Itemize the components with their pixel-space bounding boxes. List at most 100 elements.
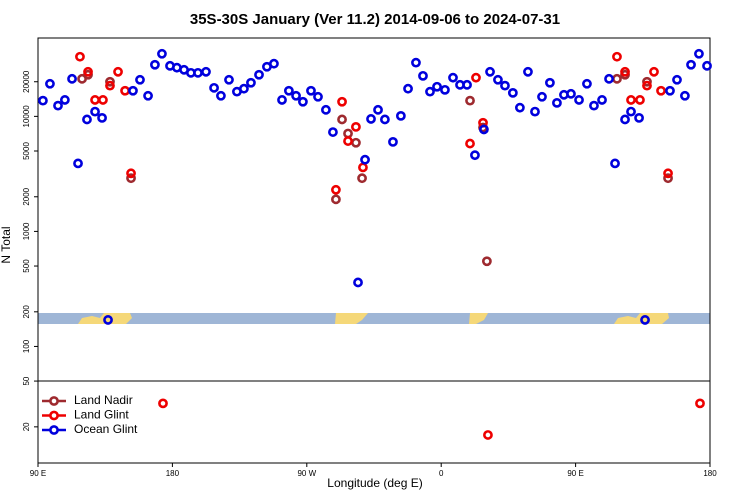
point: [337, 96, 347, 107]
point: [695, 398, 705, 409]
point: [465, 138, 475, 149]
point: [589, 100, 599, 111]
point: [373, 104, 383, 115]
point: [640, 315, 650, 325]
point: [656, 85, 666, 96]
point: [483, 430, 493, 440]
point: [635, 95, 645, 105]
point: [216, 90, 226, 101]
point: [331, 184, 341, 195]
point: [686, 59, 696, 70]
point: [73, 158, 83, 169]
point: [351, 137, 361, 148]
land-shape: [469, 313, 488, 324]
point: [209, 82, 219, 93]
series: [38, 48, 712, 325]
series: [75, 51, 705, 440]
point: [53, 100, 63, 111]
y-tick-label: 20000: [22, 70, 31, 93]
point: [462, 79, 472, 90]
y-axis-label: N Total: [0, 226, 13, 263]
point: [277, 95, 287, 105]
point: [471, 72, 481, 83]
point: [702, 60, 712, 71]
ocean-band: [38, 313, 710, 324]
plot-frame: [37, 37, 711, 464]
point: [418, 70, 428, 81]
point: [360, 154, 370, 165]
point: [246, 77, 256, 88]
point: [351, 121, 361, 132]
point: [366, 114, 376, 124]
point: [537, 91, 547, 102]
point: [135, 74, 145, 85]
point: [59, 95, 70, 105]
x-tick-label: 90 W: [297, 469, 316, 478]
point: [82, 114, 92, 125]
point: [604, 73, 614, 84]
point: [291, 90, 301, 101]
x-tick-label: 90 E: [567, 469, 583, 478]
point: [224, 74, 234, 85]
point: [481, 256, 492, 267]
point: [90, 106, 100, 117]
point: [38, 95, 48, 106]
legend-label: Land Nadir: [74, 393, 133, 407]
map-strip: [38, 313, 710, 324]
point: [97, 112, 107, 123]
point: [620, 114, 630, 125]
point: [582, 78, 592, 89]
point: [470, 150, 480, 161]
point: [642, 80, 652, 91]
point: [612, 51, 622, 62]
x-tick-label: 180: [703, 469, 717, 478]
point: [45, 78, 55, 89]
point: [465, 95, 475, 106]
point: [126, 168, 136, 179]
point: [566, 88, 576, 99]
point: [626, 95, 636, 105]
point: [331, 194, 341, 205]
point: [353, 277, 363, 288]
point: [507, 87, 518, 98]
y-tick-label: 1000: [22, 222, 31, 240]
point: [500, 80, 510, 91]
point: [328, 127, 338, 137]
point: [493, 74, 503, 85]
point: [523, 66, 533, 77]
legend-label: Land Glint: [74, 408, 129, 422]
point: [574, 95, 584, 105]
point: [411, 57, 421, 68]
y-tick-label: 10000: [22, 105, 31, 128]
y-tick-label: 50: [22, 376, 31, 385]
point: [193, 67, 203, 78]
y-tick-label: 500: [22, 259, 31, 273]
point: [283, 85, 294, 96]
legend-marker: [49, 425, 59, 435]
point: [105, 80, 115, 91]
y-tick-label: 5000: [22, 142, 31, 160]
point: [157, 48, 167, 59]
point: [120, 85, 130, 96]
point: [620, 66, 630, 77]
chart-title: 35S-30S January (Ver 11.2) 2014-09-06 to…: [190, 11, 560, 28]
point: [485, 66, 495, 77]
point: [67, 73, 77, 84]
point: [448, 72, 458, 83]
point: [395, 110, 406, 121]
land-shape: [335, 313, 368, 324]
point: [597, 95, 607, 105]
point: [143, 90, 153, 101]
y-tick-label: 100: [22, 339, 31, 353]
point: [313, 91, 323, 102]
point: [545, 77, 555, 88]
point: [158, 398, 168, 409]
point: [612, 73, 622, 84]
point: [113, 66, 123, 77]
y-tick-label: 2000: [22, 187, 31, 205]
y-tick-label: 20: [22, 422, 31, 431]
point: [298, 96, 308, 107]
legend-marker: [49, 396, 59, 406]
point: [254, 69, 264, 80]
point: [358, 162, 368, 173]
